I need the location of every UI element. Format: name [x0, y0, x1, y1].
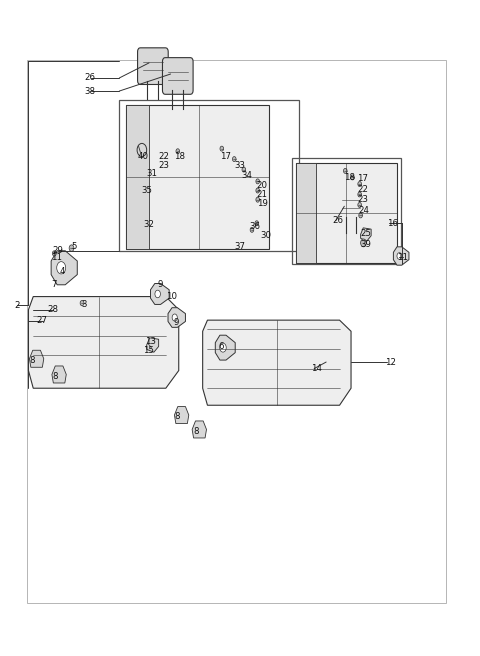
- FancyBboxPatch shape: [336, 186, 365, 220]
- Circle shape: [359, 213, 362, 218]
- Text: 26: 26: [332, 216, 343, 225]
- Circle shape: [256, 179, 260, 184]
- Polygon shape: [147, 338, 158, 352]
- Circle shape: [358, 203, 361, 207]
- FancyBboxPatch shape: [138, 48, 168, 85]
- Circle shape: [172, 314, 177, 321]
- Polygon shape: [297, 163, 316, 262]
- Text: 39: 39: [360, 239, 372, 249]
- Text: 11: 11: [51, 253, 62, 262]
- Polygon shape: [297, 163, 397, 262]
- Text: 22: 22: [357, 185, 368, 194]
- Polygon shape: [203, 320, 351, 405]
- Circle shape: [256, 188, 260, 193]
- Polygon shape: [174, 407, 189, 424]
- Text: 7: 7: [51, 280, 57, 289]
- Text: 11: 11: [397, 253, 408, 262]
- Text: 31: 31: [147, 169, 157, 178]
- Text: 27: 27: [36, 316, 48, 325]
- Text: 10: 10: [166, 292, 177, 301]
- Circle shape: [52, 251, 56, 256]
- Text: 8: 8: [52, 372, 58, 381]
- Polygon shape: [151, 283, 169, 304]
- Text: 8: 8: [193, 427, 199, 436]
- Polygon shape: [192, 421, 206, 438]
- Text: 14: 14: [311, 364, 322, 373]
- Text: 23: 23: [357, 195, 368, 204]
- Polygon shape: [126, 106, 269, 249]
- Circle shape: [232, 157, 236, 161]
- Text: 20: 20: [257, 181, 268, 190]
- Text: 13: 13: [145, 337, 156, 346]
- Polygon shape: [360, 228, 371, 241]
- Text: 6: 6: [218, 342, 224, 351]
- Circle shape: [255, 221, 259, 226]
- Circle shape: [80, 300, 84, 306]
- Text: 8: 8: [174, 412, 180, 421]
- Polygon shape: [51, 251, 77, 285]
- Text: 16: 16: [387, 218, 398, 228]
- Polygon shape: [216, 335, 235, 360]
- Text: 18: 18: [344, 173, 355, 182]
- Circle shape: [176, 149, 180, 154]
- Text: 33: 33: [234, 161, 245, 170]
- Polygon shape: [126, 106, 149, 249]
- Circle shape: [155, 290, 160, 298]
- Text: 32: 32: [144, 220, 155, 229]
- Text: 12: 12: [384, 358, 396, 367]
- Text: 30: 30: [260, 230, 271, 239]
- Text: 15: 15: [144, 346, 155, 356]
- Circle shape: [242, 167, 246, 172]
- Text: 37: 37: [234, 241, 245, 251]
- Text: 17: 17: [357, 174, 368, 183]
- Text: 9: 9: [157, 280, 163, 289]
- Text: 21: 21: [257, 190, 268, 199]
- Bar: [292, 158, 401, 264]
- Circle shape: [358, 192, 361, 197]
- Text: 8: 8: [29, 356, 35, 365]
- Polygon shape: [28, 297, 179, 388]
- Circle shape: [69, 245, 74, 251]
- Text: 17: 17: [220, 152, 231, 161]
- Circle shape: [344, 169, 347, 173]
- Text: 28: 28: [48, 305, 59, 314]
- Polygon shape: [29, 350, 44, 367]
- Circle shape: [256, 197, 260, 202]
- FancyBboxPatch shape: [162, 58, 193, 94]
- Circle shape: [358, 182, 361, 186]
- Text: 29: 29: [52, 246, 63, 255]
- Text: 24: 24: [359, 206, 370, 215]
- Text: 23: 23: [158, 161, 169, 170]
- Text: 38: 38: [84, 87, 96, 96]
- Polygon shape: [168, 308, 185, 327]
- Polygon shape: [394, 247, 409, 265]
- Bar: [27, 60, 446, 603]
- Circle shape: [57, 262, 66, 274]
- Text: 19: 19: [257, 199, 268, 208]
- Text: 35: 35: [142, 186, 153, 195]
- Text: 18: 18: [174, 152, 185, 161]
- Text: 26: 26: [84, 73, 96, 83]
- Circle shape: [351, 175, 354, 180]
- Text: 4: 4: [59, 267, 65, 276]
- Circle shape: [360, 239, 366, 247]
- Text: 2: 2: [14, 300, 20, 310]
- Circle shape: [250, 228, 254, 232]
- Text: 34: 34: [241, 171, 252, 180]
- Circle shape: [220, 343, 226, 352]
- Circle shape: [397, 253, 402, 259]
- Circle shape: [220, 146, 224, 151]
- Text: 5: 5: [72, 242, 77, 251]
- Text: 9: 9: [174, 318, 180, 327]
- Text: 3: 3: [81, 300, 86, 309]
- Text: 40: 40: [137, 152, 148, 161]
- Text: 25: 25: [360, 228, 372, 237]
- Bar: [120, 100, 299, 251]
- Text: 22: 22: [158, 152, 169, 161]
- Text: 36: 36: [250, 222, 261, 231]
- Polygon shape: [52, 366, 66, 383]
